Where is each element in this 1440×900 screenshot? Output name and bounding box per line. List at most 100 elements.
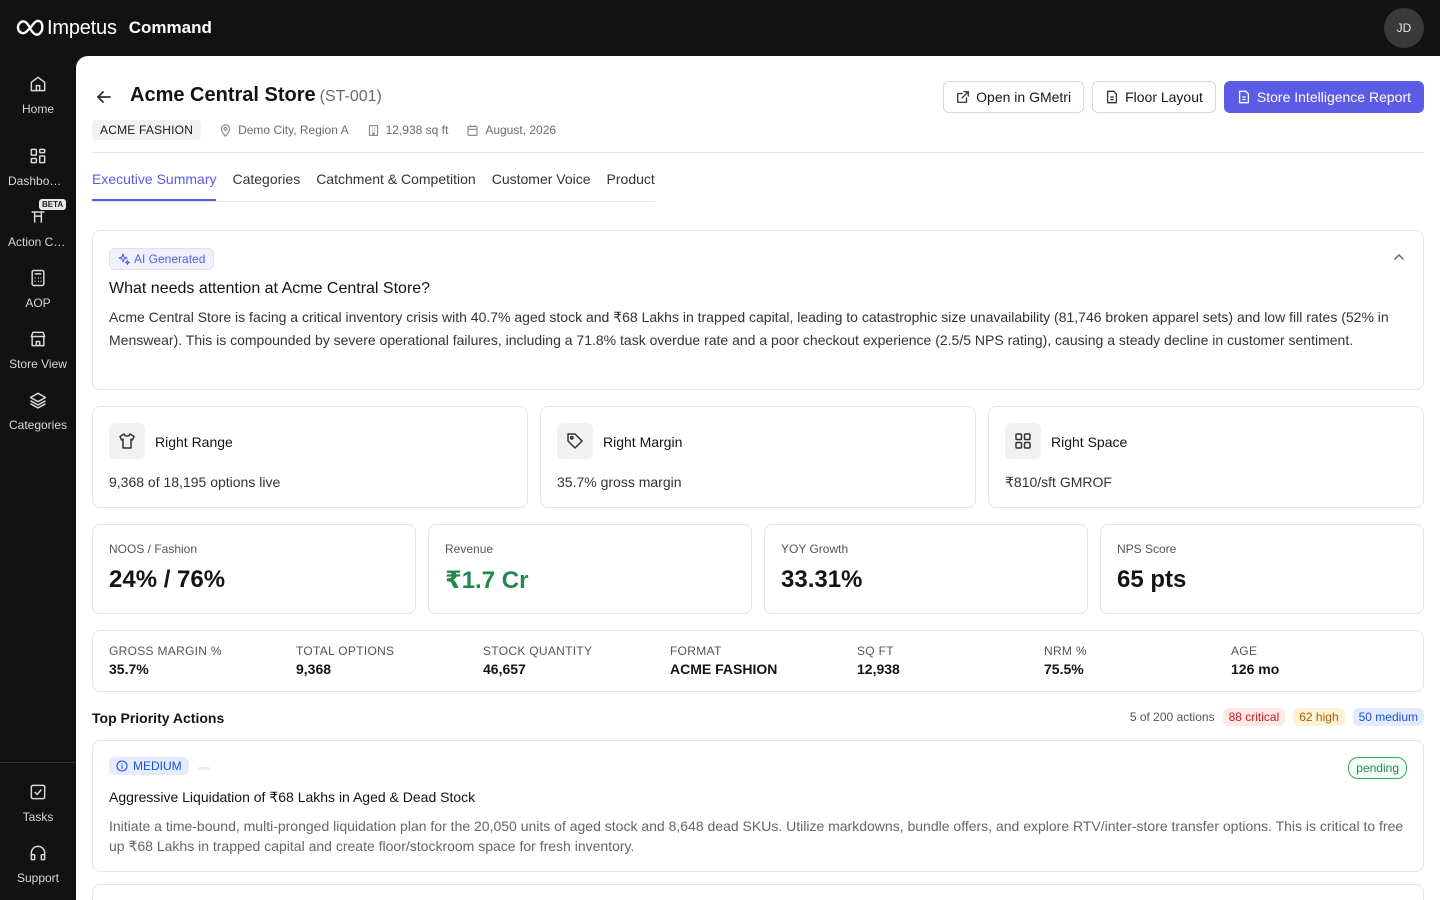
status-badge: pending	[1348, 757, 1407, 779]
tab-categories[interactable]: Categories	[232, 171, 301, 187]
floor-layout-button[interactable]: Floor Layout	[1092, 81, 1216, 113]
pillar-card-right-margin[interactable]: Right Margin 35.7% gross margin	[540, 406, 976, 508]
pillar-card-right-space[interactable]: Right Space ₹810/sft GMROF	[988, 406, 1424, 508]
ai-generated-badge: AI Generated	[109, 248, 215, 270]
action-icon	[31, 211, 45, 223]
ai-badge-label: AI Generated	[134, 252, 206, 266]
headphones-icon	[30, 845, 46, 861]
area-text: 12,938 sq ft	[385, 123, 449, 137]
stat-age: AGE 126 mo	[1231, 644, 1279, 677]
module-name: Command	[128, 18, 212, 37]
sidebar-item-tasks[interactable]: Tasks	[0, 782, 76, 824]
document-icon	[1107, 90, 1118, 104]
tag-icon	[567, 433, 583, 449]
brand-name: Impetus	[47, 16, 117, 39]
ai-summary-card: AI Generated What needs attention at Acm…	[92, 230, 1424, 390]
stat-nrm: NRM % 75.5%	[1044, 644, 1087, 677]
sidebar-item-label: Support	[16, 871, 60, 885]
store-intelligence-report-button[interactable]: Store Intelligence Report	[1223, 81, 1424, 113]
pillar-card-right-range[interactable]: Right Range 9,368 of 18,195 options live	[92, 406, 528, 508]
top-bar: Impetus Command JD	[0, 0, 1440, 56]
stat-label: STOCK QUANTITY	[483, 644, 593, 658]
pillar-icon-box	[557, 423, 593, 459]
open-gmetri-button[interactable]: Open in GMetri	[943, 81, 1085, 113]
pillar-title: Right Space	[1051, 434, 1128, 450]
kpi-card-noos-fashion: NOOS / Fashion 24% / 76%	[92, 524, 416, 614]
tab-executive-summary[interactable]: Executive Summary	[92, 169, 217, 201]
stat-gross-margin: GROSS MARGIN % 35.7%	[109, 644, 222, 677]
store-stats-strip: GROSS MARGIN % 35.7% TOTAL OPTIONS 9,368…	[92, 630, 1424, 692]
stat-label: TOTAL OPTIONS	[296, 644, 395, 658]
kpi-card-nps-score: NPS Score 65 pts	[1100, 524, 1424, 614]
store-header: Acme Central Store (ST-001) Open in GMetr…	[92, 81, 1424, 113]
stat-label: NRM %	[1044, 644, 1087, 658]
sidebar-item-label: Categories	[8, 418, 68, 432]
kpi-card-yoy-growth: YOY Growth 33.31%	[764, 524, 1088, 614]
external-link-icon	[957, 91, 970, 103]
tab-product[interactable]: Product	[606, 171, 655, 187]
stat-value: 35.7%	[109, 661, 149, 677]
tasks-icon	[30, 784, 46, 800]
action-card[interactable]: MEDIUM pending Aggressive Liquidation of…	[92, 740, 1424, 872]
sidebar-item-home[interactable]: Home	[0, 74, 76, 116]
stat-value: 46,657	[483, 661, 526, 677]
header-divider	[92, 152, 1424, 153]
store-name: Acme Central Store	[130, 84, 316, 106]
stat-value: 12,938	[857, 661, 900, 677]
stat-sq-ft: SQ FT 12,938	[857, 644, 900, 677]
dashboard-icon	[30, 148, 46, 164]
sidebar-item-dashboards[interactable]: Dashboards	[0, 146, 76, 188]
priority-actions-header: Top Priority Actions 5 of 200 actions 88…	[92, 708, 1424, 728]
back-arrow-icon[interactable]	[94, 87, 114, 107]
sidebar-item-action-center[interactable]: BETA Action Center	[0, 199, 76, 249]
date-meta: August, 2026	[466, 123, 556, 137]
sidebar-item-support[interactable]: Support	[0, 843, 76, 885]
stat-label: SQ FT	[857, 644, 894, 658]
stat-label: FORMAT	[670, 644, 722, 658]
kpi-value: ₹1.7 Cr	[445, 567, 529, 594]
ai-question: What needs attention at Acme Central Sto…	[109, 280, 431, 297]
brand[interactable]: Impetus Command	[16, 17, 212, 40]
calendar-icon	[467, 124, 478, 136]
sidebar-divider	[0, 762, 76, 763]
building-icon	[368, 124, 378, 136]
sidebar-item-label: AOP	[25, 296, 51, 310]
chevron-up-icon[interactable]	[1393, 251, 1405, 263]
severity-label: MEDIUM	[133, 759, 182, 773]
kpi-value: 24% / 76%	[109, 566, 226, 593]
critical-count-badge[interactable]: 88 critical	[1222, 708, 1286, 726]
stat-total-options: TOTAL OPTIONS 9,368	[296, 644, 394, 677]
info-icon	[116, 760, 128, 772]
sidebar-item-aop[interactable]: AOP	[0, 268, 76, 310]
kpi-value: 65 pts	[1117, 566, 1187, 593]
sidebar-item-label: Action Center	[8, 235, 68, 249]
pillar-cards: Right Range 9,368 of 18,195 options live…	[92, 406, 1424, 508]
pillar-title: Right Range	[155, 434, 233, 450]
user-avatar[interactable]: JD	[1384, 8, 1424, 48]
ai-summary-text: Acme Central Store is facing a critical …	[109, 309, 1389, 348]
sidebar-item-label: Tasks	[22, 810, 54, 824]
store-icon	[30, 331, 46, 347]
medium-count-badge[interactable]: 50 medium	[1352, 708, 1424, 726]
pillar-value: 9,368 of 18,195 options live	[109, 474, 281, 490]
sidebar-item-categories[interactable]: Categories	[0, 390, 76, 432]
location-text: Demo City, Region A	[238, 123, 349, 137]
stat-value: 9,368	[296, 661, 332, 677]
calculator-icon	[31, 269, 45, 287]
grid-icon	[1015, 433, 1031, 449]
tab-customer-voice[interactable]: Customer Voice	[491, 171, 591, 187]
report-label: Store Intelligence Report	[1256, 89, 1411, 105]
actions-count: 5 of 200 actions	[1129, 710, 1215, 724]
pillar-value: ₹810/sft GMROF	[1005, 474, 1112, 490]
kpi-value: 33.31%	[781, 566, 863, 593]
map-pin-icon	[220, 123, 231, 137]
tab-catchment-competition[interactable]: Catchment & Competition	[316, 171, 476, 187]
page-title: Acme Central Store (ST-001)	[130, 84, 382, 107]
sidebar-item-store-view[interactable]: Store View	[0, 329, 76, 371]
high-count-badge[interactable]: 62 high	[1293, 708, 1345, 726]
pillar-icon-box	[109, 423, 145, 459]
home-icon	[30, 76, 46, 92]
layers-icon	[29, 392, 47, 409]
action-description: Initiate a time-bound, multi-pronged liq…	[109, 818, 1404, 854]
action-card-next[interactable]	[92, 884, 1424, 900]
